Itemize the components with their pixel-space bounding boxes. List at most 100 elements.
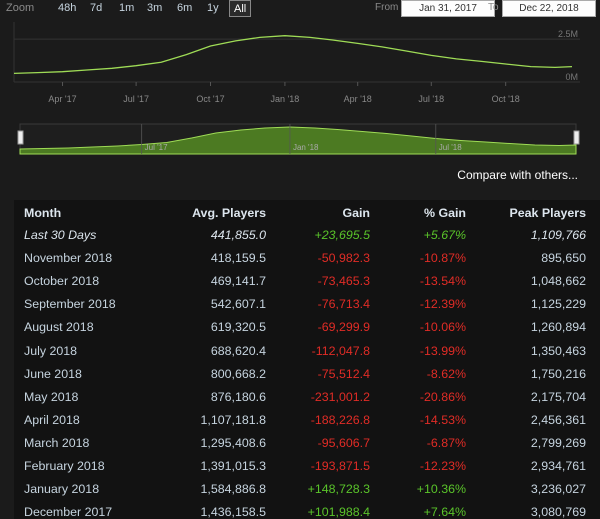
x-axis-ticks: Apr '17 Jul '17 Oct '17 Jan '18 Apr '18 Jul '… <box>48 82 520 104</box>
row-avg-players: 1,436,158.5 <box>200 505 266 519</box>
x-tick-label: Jul '17 <box>123 94 149 104</box>
row-month: January 2018 <box>24 482 100 497</box>
row-peak-players: 2,175,704 <box>530 389 586 404</box>
navigator-tick-label: Jul '18 <box>439 143 462 152</box>
row-peak-players: 2,934,761 <box>530 459 586 474</box>
header-pct-gain[interactable]: % Gain <box>424 206 466 220</box>
x-tick-label: Apr '17 <box>48 94 76 104</box>
from-date-input[interactable]: Jan 31, 2017 <box>401 0 495 17</box>
table-row: April 2018 1,107,181.8 -188,226.8 -14.53% 2,… <box>14 408 600 431</box>
navigator-left-handle[interactable] <box>17 130 24 145</box>
series-line <box>13 35 573 75</box>
table-row: February 2018 1,391,015.3 -193,871.5 -12.23… <box>14 454 600 477</box>
main-gridlines <box>13 22 580 83</box>
row-avg-players: 800,668.2 <box>210 366 266 381</box>
row-gain: -112,047.8 <box>311 343 370 358</box>
row-gain: -231,001.2 <box>310 389 370 404</box>
row-peak-players: 1,750,216 <box>530 366 586 381</box>
row-avg-players: 1,391,015.3 <box>200 459 266 474</box>
zoom-label: Zoom <box>6 2 35 14</box>
row-pct-gain: -20.86% <box>419 389 466 404</box>
row-avg-players: 876,180.6 <box>210 389 266 404</box>
row-pct-gain: -6.87% <box>426 435 466 450</box>
row-pct-gain: -8.62% <box>426 366 466 381</box>
compare-link[interactable]: Compare with others... <box>457 168 578 182</box>
row-peak-players: 2,456,361 <box>530 412 586 427</box>
row-month: December 2017 <box>24 505 113 519</box>
row-pct-gain: +5.67% <box>423 228 466 243</box>
row-avg-players: 619,320.5 <box>210 320 266 335</box>
x-tick-label: Apr '18 <box>344 94 372 104</box>
row-pct-gain: -12.23% <box>419 459 466 474</box>
row-avg-players: 1,107,181.8 <box>200 412 266 427</box>
row-peak-players: 2,799,269 <box>530 435 586 450</box>
y-tick-label: 0M <box>565 72 578 82</box>
player-stats-table: Month Avg. Players Gain % Gain Peak Play… <box>14 200 600 519</box>
row-month: October 2018 <box>24 274 100 289</box>
row-avg-players: 469,141.7 <box>210 274 266 289</box>
from-label: From <box>375 2 399 13</box>
zoom-1m-button[interactable]: 1m <box>119 2 135 14</box>
zoom-48h-button[interactable]: 48h <box>58 2 77 14</box>
table-row: May 2018 876,180.6 -231,001.2 -20.86% 2,175,… <box>14 385 600 408</box>
zoom-3m-button[interactable]: 3m <box>147 2 163 14</box>
row-gain: -50,982.3 <box>317 251 370 266</box>
row-gain: +23,695.5 <box>314 228 370 243</box>
row-pct-gain: -12.39% <box>419 297 466 312</box>
zoom-7d-button[interactable]: 7d <box>90 2 103 14</box>
row-avg-players: 1,295,408.6 <box>200 435 266 450</box>
header-peak-players[interactable]: Peak Players <box>509 206 586 220</box>
row-pct-gain: +10.36% <box>416 482 466 497</box>
row-peak-players: 1,260,894 <box>530 320 586 335</box>
navigator-area <box>19 126 577 155</box>
row-peak-players: 3,236,027 <box>530 482 586 497</box>
row-pct-gain: -13.54% <box>419 274 466 289</box>
row-peak-players: 1,048,662 <box>530 274 586 289</box>
main-series <box>13 35 573 75</box>
navigator-tick-label: Jul '17 <box>145 143 168 152</box>
main-plot-area <box>13 21 581 91</box>
table-row: Last 30 Days 441,855.0 +23,695.5 +5.67% 1,10… <box>14 223 600 246</box>
table-row: March 2018 1,295,408.6 -95,606.7 -6.87% 2,79… <box>14 431 600 454</box>
row-month: March 2018 <box>24 435 90 450</box>
row-month: July 2018 <box>24 343 78 358</box>
navigator-right-handle[interactable] <box>573 130 580 145</box>
row-gain: -188,226.8 <box>310 412 370 427</box>
zoom-6m-button[interactable]: 6m <box>177 2 193 14</box>
row-pct-gain: -10.87% <box>419 251 466 266</box>
row-peak-players: 1,125,229 <box>530 297 586 312</box>
row-avg-players: 542,607.1 <box>210 297 266 312</box>
table-row: November 2018 418,159.5 -50,982.3 -10.87% 89… <box>14 246 600 269</box>
navigator-tick-label: Jan '18 <box>293 143 319 152</box>
zoom-1y-button[interactable]: 1y <box>207 2 219 14</box>
row-month: September 2018 <box>24 297 116 312</box>
row-avg-players: 688,620.4 <box>210 343 266 358</box>
row-peak-players: 1,109,766 <box>530 228 586 243</box>
row-avg-players: 418,159.5 <box>210 251 266 266</box>
row-gain: -75,512.4 <box>317 366 370 381</box>
table-header-row: Month Avg. Players Gain % Gain Peak Play… <box>14 200 600 223</box>
row-month: June 2018 <box>24 366 82 381</box>
player-chart: 2.5M 0M Apr '17 Jul '17 Oct '17 Jan '18 Apr '… <box>13 21 581 155</box>
navigator[interactable]: Jul '17 Jan '18 Jul '18 <box>17 123 580 155</box>
row-gain: -69,299.9 <box>317 320 370 335</box>
to-date-input[interactable]: Dec 22, 2018 <box>502 0 596 17</box>
row-peak-players: 895,650 <box>541 251 586 266</box>
row-month: April 2018 <box>24 412 80 427</box>
y-tick-label: 2.5M <box>558 29 578 39</box>
range-toolbar: Zoom 48h 7d 1m 3m 6m 1y All From Jan 31,… <box>0 0 600 18</box>
row-pct-gain: +7.64% <box>423 505 466 519</box>
row-gain: +148,728.3 <box>307 482 370 497</box>
row-month: May 2018 <box>24 389 79 404</box>
header-month[interactable]: Month <box>24 206 62 220</box>
table-body: Last 30 Days 441,855.0 +23,695.5 +5.67% 1,10… <box>14 223 600 519</box>
x-tick-label: Oct '17 <box>196 94 224 104</box>
zoom-all-button[interactable]: All <box>229 0 252 17</box>
x-tick-label: Oct '18 <box>492 94 520 104</box>
header-gain[interactable]: Gain <box>342 206 370 220</box>
row-pct-gain: -14.53% <box>419 412 466 427</box>
row-peak-players: 1,350,463 <box>530 343 586 358</box>
row-pct-gain: -10.06% <box>419 320 466 335</box>
table-row: June 2018 800,668.2 -75,512.4 -8.62% 1,750,2… <box>14 362 600 385</box>
header-avg-players[interactable]: Avg. Players <box>192 206 266 220</box>
